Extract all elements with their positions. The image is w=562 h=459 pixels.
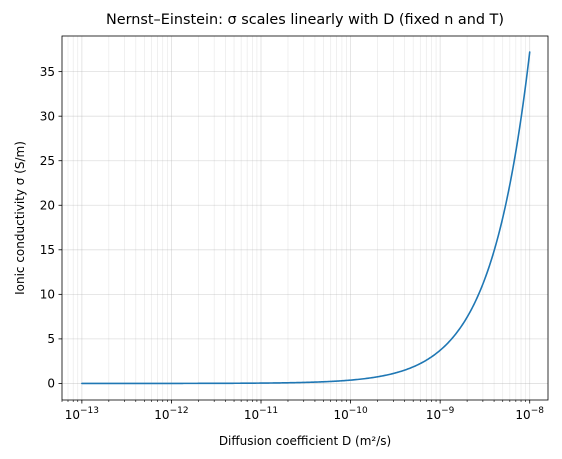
x-axis-label: Diffusion coefficient D (m²/s) — [219, 434, 391, 448]
y-tick-label: 25 — [40, 154, 55, 168]
y-axis-label: Ionic conductivity σ (S/m) — [13, 141, 27, 295]
x-tick-label: 10−9 — [426, 406, 455, 422]
chart-title: Nernst–Einstein: σ scales linearly with … — [106, 12, 504, 28]
series-group — [81, 51, 531, 385]
plot-frame — [61, 35, 549, 401]
series-line — [81, 51, 531, 385]
x-tick-label: 10−10 — [333, 406, 368, 422]
grid — [61, 36, 548, 400]
x-tick-label: 10−8 — [515, 406, 544, 422]
x-tick-label: 10−11 — [244, 406, 278, 422]
y-tick-label: 15 — [40, 243, 55, 257]
y-tick-label: 35 — [40, 65, 55, 79]
x-tick-label: 10−13 — [65, 406, 99, 422]
y-tick-label: 20 — [40, 199, 55, 213]
x-tick-label: 10−12 — [154, 406, 188, 422]
y-tick-label: 30 — [40, 109, 55, 123]
y-axis: 0 5 10 15 20 25 30 35 — [40, 65, 62, 391]
y-tick-label: 10 — [40, 288, 55, 302]
y-tick-label: 5 — [47, 332, 55, 346]
y-tick-label: 0 — [47, 377, 55, 391]
x-axis: 10−13 10−12 10−11 10−10 10−9 10−8 — [61, 400, 544, 422]
